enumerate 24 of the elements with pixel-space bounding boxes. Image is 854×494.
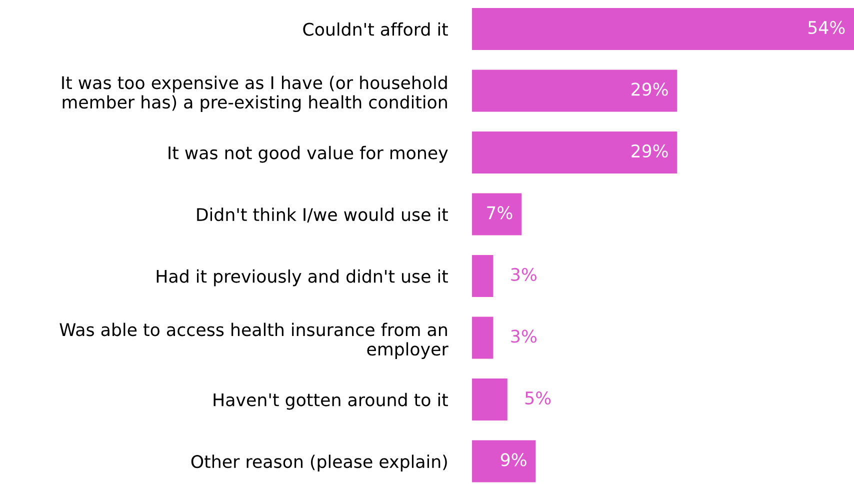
data-label: 54%	[808, 20, 845, 34]
y-tick-label: Haven't gotten around to it	[214, 392, 448, 410]
bar	[472, 70, 678, 112]
data-label: 9%	[500, 453, 526, 466]
bar	[472, 316, 494, 359]
bar	[472, 193, 522, 236]
data-label: 7%	[487, 206, 512, 220]
data-label: 5%	[525, 391, 551, 405]
y-tick-label: Other reason (please explain)	[191, 454, 447, 472]
y-tick-label: Was able to access health insurance from an employer	[60, 322, 448, 360]
y-tick-label: Couldn't afford it	[303, 22, 448, 36]
y-tick-label: Had it previously and didn't use it	[156, 269, 448, 286]
bar	[472, 440, 536, 482]
y-tick-label: Didn't think I/we would use it	[197, 208, 448, 222]
y-tick-label: It was not good value for money	[168, 146, 448, 163]
y-tick-label: It was too expensive as I have (or household member has) a pre-existing health condition	[62, 76, 447, 112]
bar	[472, 8, 854, 50]
bar	[472, 378, 508, 421]
data-label: 29%	[632, 82, 668, 96]
bar	[472, 132, 678, 174]
data-label: 3%	[511, 330, 536, 343]
data-label: 3%	[511, 268, 536, 282]
bar	[472, 255, 494, 298]
data-label: 29%	[632, 144, 668, 158]
